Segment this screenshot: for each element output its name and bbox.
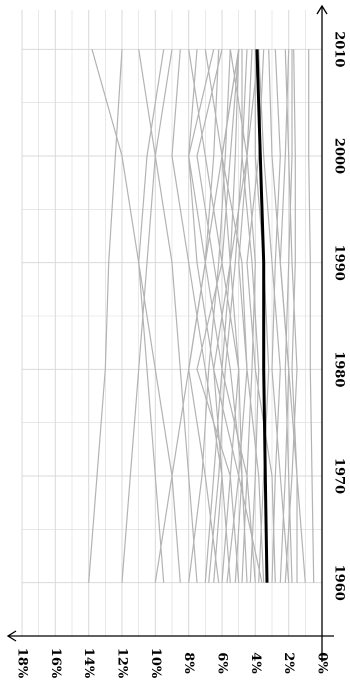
series-line-7 [204, 49, 240, 583]
series-line-21 [258, 49, 281, 583]
series-line-12 [188, 49, 231, 583]
series-line-25 [284, 49, 298, 583]
series-line-5 [138, 49, 181, 583]
x-tick-label: 1990 [332, 245, 347, 281]
x-tick-labels: 1960 1970 1980 1990 2000 2010 [332, 31, 347, 601]
series-line-27 [291, 49, 298, 583]
x-tick-label: 2010 [332, 31, 347, 67]
y-tick-label: 6% [215, 652, 230, 674]
x-tick-label: 1970 [332, 458, 347, 494]
series-line-1 [88, 49, 123, 583]
series-line-26 [284, 49, 293, 583]
series-line-11 [204, 49, 248, 583]
series-line-29 [308, 49, 315, 583]
series-line-6 [138, 49, 198, 583]
y-tick-labels: 0% 2% 4% 6% 8% 10% 12% 14% 16% 18% [15, 648, 330, 679]
series-line-15 [229, 49, 256, 583]
highlight-series-group [255, 49, 269, 583]
x-tick-label: 1980 [332, 351, 347, 387]
series-line-28 [279, 49, 306, 583]
y-tick-label: 4% [248, 652, 263, 674]
series-line-19 [254, 49, 270, 583]
y-tick-label: 10% [148, 648, 163, 679]
series-line-30 [213, 49, 263, 583]
series-line-3 [91, 49, 165, 583]
series-line-14 [196, 49, 240, 583]
y-tick-label: 18% [15, 648, 30, 679]
series-line-17 [241, 49, 260, 583]
y-tick-label: 12% [115, 648, 130, 679]
series-line-32 [188, 49, 231, 583]
series-line-20 [238, 49, 265, 583]
y-tick-label: 14% [81, 648, 96, 679]
year-axis-arrow [316, 4, 328, 15]
y-tick-label: 2% [281, 652, 296, 674]
x-tick-label: 1960 [332, 565, 347, 601]
series-line-9 [188, 49, 220, 583]
highlight-series-line [255, 49, 269, 583]
y-tick-label: 0% [315, 652, 330, 674]
axes [6, 4, 334, 662]
x-tick-label: 2000 [332, 138, 347, 174]
y-tick-label: 8% [181, 652, 196, 674]
value-axis-arrow [6, 630, 17, 642]
series-line-31 [208, 49, 243, 583]
background-series-group [88, 49, 315, 583]
series-line-24 [271, 49, 290, 583]
y-tick-label: 16% [48, 648, 63, 679]
